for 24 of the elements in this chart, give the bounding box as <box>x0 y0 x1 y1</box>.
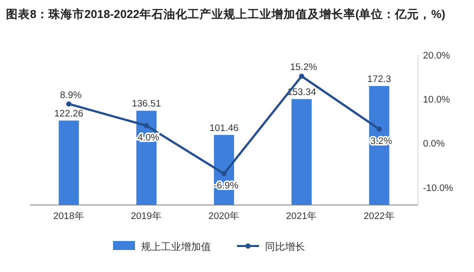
bar <box>58 120 79 205</box>
data-label: 101.46 <box>209 122 239 134</box>
point <box>221 171 227 176</box>
point <box>66 101 72 107</box>
data-label: 172.3 <box>367 74 392 85</box>
data-label: 15.2% <box>290 62 318 74</box>
x-tick-label: 2022年 <box>364 210 395 222</box>
chart-title: 图表8：珠海市2018-2022年石油化工产业规上工业增加值及增长率(单位：亿元，%) <box>6 7 446 21</box>
x-tick-label: 2018年 <box>53 210 84 222</box>
point <box>376 126 382 132</box>
point <box>144 122 149 128</box>
y2-tick-label: -10.0% <box>423 182 454 194</box>
legend-label: 同比增长 <box>265 241 305 253</box>
x-tick-label: 2019年 <box>130 210 162 222</box>
y2-tick-label: 20.0% <box>423 50 450 62</box>
y2-tick-label: 0.0% <box>423 138 446 150</box>
data-label: 122.26 <box>54 108 84 120</box>
legend-label: 规上工业增加值 <box>141 241 211 253</box>
x-tick-label: 2020年 <box>208 210 240 222</box>
x-tick-label: 2021年 <box>286 210 318 222</box>
data-label: 136.51 <box>132 98 161 110</box>
data-label: 8.9% <box>60 90 82 101</box>
y2-tick-label: 10.0% <box>423 94 450 106</box>
bar <box>292 99 312 205</box>
